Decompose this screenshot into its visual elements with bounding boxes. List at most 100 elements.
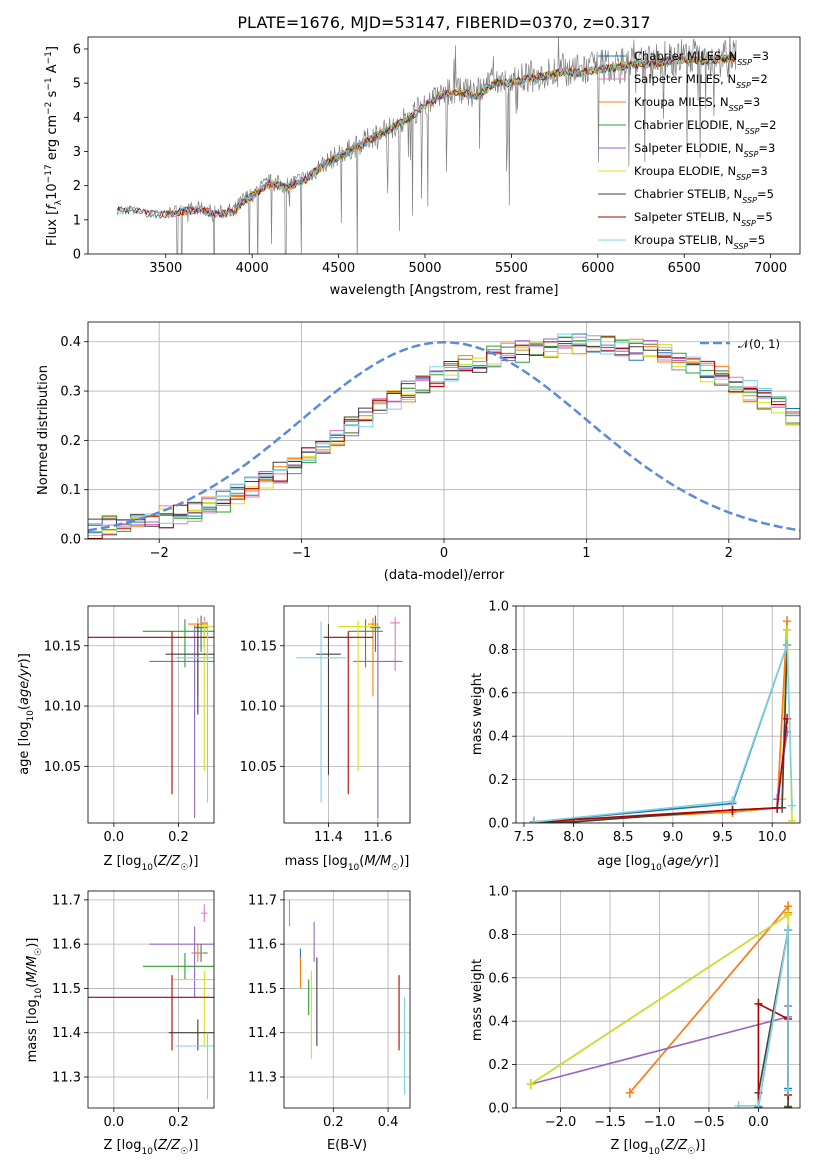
text-span: )] bbox=[17, 653, 32, 663]
series-kroupa-stelib bbox=[734, 925, 793, 1108]
data-point bbox=[201, 904, 208, 922]
text-span: 10 bbox=[141, 1147, 153, 1157]
text-span: SSP bbox=[745, 127, 760, 136]
text-span: M/M bbox=[364, 854, 391, 869]
text-span: age [log bbox=[597, 854, 650, 869]
y-tick-label: 11.7 bbox=[52, 893, 81, 908]
text-span: ( bbox=[359, 854, 364, 869]
y-tick-label: 11.5 bbox=[52, 982, 81, 997]
data-point bbox=[142, 619, 214, 668]
data-point bbox=[323, 631, 373, 795]
y-tick-label: 0.1 bbox=[60, 483, 81, 498]
y-tick-label: 0.2 bbox=[488, 773, 509, 788]
text-span: age/yr bbox=[667, 854, 710, 869]
data-point bbox=[165, 624, 214, 715]
x-tick-label: 8.5 bbox=[613, 830, 634, 845]
plot-area bbox=[88, 606, 214, 823]
y-tick-label: 0.4 bbox=[60, 335, 81, 350]
legend-entry: 𝒩(0, 1) bbox=[738, 337, 780, 351]
axes-frame bbox=[87, 321, 801, 540]
text-span: )] bbox=[709, 854, 719, 869]
x-tick-label: 9.5 bbox=[712, 830, 733, 845]
y-tick-label: 0.6 bbox=[488, 971, 509, 986]
plot-area bbox=[284, 891, 410, 1108]
text-span: SSP bbox=[742, 196, 757, 205]
series-line bbox=[533, 621, 788, 823]
plot-area bbox=[284, 606, 410, 823]
panel-5: 7.5 8.0 8.5 9.0 9.5 10.0 0.0 0.2 0.4 0.6 0.8 1.0 age… bbox=[470, 600, 801, 873]
y-tick-label: 1 bbox=[73, 213, 81, 228]
x-tick-label: 7000 bbox=[754, 261, 787, 276]
y-tick-label: 0.4 bbox=[488, 1015, 509, 1030]
x-tick-label: 0.0 bbox=[104, 830, 125, 845]
x-tick-label: 1 bbox=[582, 546, 590, 561]
text-span: s bbox=[45, 90, 60, 101]
text-span: −1 bbox=[44, 77, 54, 90]
text-span: )] bbox=[399, 854, 409, 869]
gaussian-curve bbox=[88, 340, 800, 532]
y-tick-label: 0 bbox=[73, 248, 81, 263]
axes-frame bbox=[283, 890, 411, 1109]
x-tick-label: 8.0 bbox=[563, 830, 584, 845]
text-span: ☉ bbox=[687, 1147, 695, 1157]
y-tick-label: 0.0 bbox=[488, 817, 509, 832]
series-chabrier-miles bbox=[529, 640, 792, 823]
x-tick-label: −0.5 bbox=[693, 1115, 725, 1130]
y-tick-label: 11.6 bbox=[52, 938, 81, 953]
x-tick-label: 11.6 bbox=[363, 830, 392, 845]
histogram-step bbox=[88, 333, 800, 535]
y-axis-label: Normed distribution bbox=[36, 365, 51, 495]
y-axis-label: mass weight bbox=[470, 673, 485, 755]
text-span: SSP bbox=[729, 104, 744, 113]
y-tick-label: 2 bbox=[73, 179, 81, 194]
text-span: mass [log bbox=[285, 854, 348, 869]
x-tick-label: 3500 bbox=[149, 261, 182, 276]
y-tick-label: 11.7 bbox=[248, 893, 277, 908]
histogram-step bbox=[88, 336, 800, 527]
legend-entry: Kroupa ELODIE, NSSP=3 bbox=[634, 164, 768, 182]
text-span: )] bbox=[188, 1138, 198, 1153]
axes-frame bbox=[515, 605, 801, 824]
series-line bbox=[738, 929, 789, 1107]
x-tick-label: 5500 bbox=[495, 261, 528, 276]
plot-area bbox=[516, 606, 800, 823]
text-span: ( bbox=[662, 854, 667, 869]
x-tick-label: −2 bbox=[150, 546, 169, 561]
x-tick-label: 7.5 bbox=[514, 830, 535, 845]
plot-area bbox=[88, 322, 800, 539]
text-span: 10 bbox=[648, 1147, 660, 1157]
text-span: 10 bbox=[650, 863, 662, 873]
y-tick-label: 11.5 bbox=[248, 982, 277, 997]
y-tick-label: 0.8 bbox=[488, 643, 509, 658]
x-axis-label: age [log10(age/yr)] bbox=[597, 854, 719, 873]
text-span: 10 bbox=[45, 183, 60, 200]
text-span: =2 bbox=[760, 118, 777, 132]
y-tick-label: 11.3 bbox=[52, 1071, 81, 1086]
legend-entry: Salpeter ELODIE, NSSP=3 bbox=[634, 141, 775, 159]
y-tick-label: 0.8 bbox=[488, 928, 509, 943]
text-span: mass [log bbox=[25, 999, 40, 1062]
observed-spectrum bbox=[117, 37, 737, 254]
text-span: SSP bbox=[736, 173, 751, 182]
x-tick-label: 10.0 bbox=[758, 830, 787, 845]
x-tick-label: 0.2 bbox=[323, 1115, 344, 1130]
data-point bbox=[370, 615, 381, 652]
text-span: Salpeter MILES, N bbox=[634, 72, 736, 86]
text-span: 10 bbox=[348, 863, 360, 873]
legend-entry: Kroupa STELIB, NSSP=5 bbox=[634, 233, 765, 251]
data-point bbox=[390, 616, 401, 672]
text-span: Chabrier STELIB, N bbox=[634, 187, 742, 201]
series-line bbox=[533, 718, 788, 823]
text-span: =3 bbox=[743, 95, 760, 109]
text-span: ( bbox=[25, 983, 40, 988]
text-span: ] bbox=[45, 46, 60, 51]
data-point bbox=[316, 624, 341, 775]
text-span: 10 bbox=[141, 863, 153, 873]
x-axis-label: wavelength [Angstrom, rest frame] bbox=[330, 283, 559, 298]
text-span: =3 bbox=[758, 141, 775, 155]
y-tick-label: 10.05 bbox=[240, 760, 277, 775]
legend-entry: Chabrier STELIB, NSSP=5 bbox=[634, 187, 774, 205]
y-tick-label: 10.10 bbox=[44, 700, 81, 715]
data-point bbox=[353, 625, 403, 819]
